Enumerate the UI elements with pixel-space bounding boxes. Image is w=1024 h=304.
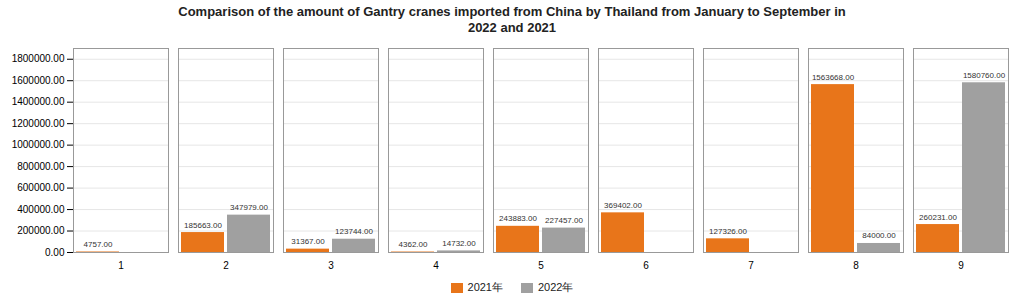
svg-text:800000.00: 800000.00	[17, 161, 65, 172]
svg-text:1400000.00: 1400000.00	[12, 96, 65, 107]
svg-text:6: 6	[643, 260, 649, 271]
svg-text:1600000.00: 1600000.00	[12, 75, 65, 86]
svg-text:347979.00: 347979.00	[230, 203, 268, 212]
svg-text:1800000.00: 1800000.00	[12, 53, 65, 64]
svg-text:9: 9	[958, 260, 964, 271]
svg-text:8: 8	[853, 260, 859, 271]
svg-text:4362.00: 4362.00	[399, 240, 428, 249]
svg-text:227457.00: 227457.00	[545, 216, 583, 225]
svg-text:1580760.00: 1580760.00	[963, 71, 1006, 80]
html-text:2021年: 2021年	[467, 281, 503, 293]
svg-text:185663.00: 185663.00	[184, 221, 222, 230]
svg-text:243883.00: 243883.00	[499, 214, 537, 223]
svg-text:0.00: 0.00	[45, 247, 65, 258]
svg-text:1000000.00: 1000000.00	[12, 139, 65, 150]
svg-text:14732.00: 14732.00	[442, 239, 476, 248]
svg-text:4: 4	[433, 260, 439, 271]
svg-text:127326.00: 127326.00	[709, 227, 747, 236]
svg-text:1: 1	[118, 260, 124, 271]
svg-text:31367.00: 31367.00	[291, 237, 325, 246]
html-text:Comparison of the amount of Ga: Comparison of the amount of Gantry crane…	[178, 4, 846, 35]
svg-text:260231.00: 260231.00	[919, 213, 957, 222]
svg-text:4757.00: 4757.00	[84, 240, 113, 249]
svg-text:7: 7	[748, 260, 754, 271]
svg-text:84000.00: 84000.00	[862, 231, 896, 240]
svg-text:369402.00: 369402.00	[604, 201, 642, 210]
svg-text:200000.00: 200000.00	[17, 225, 65, 236]
html-text:2022年: 2022年	[538, 281, 574, 293]
svg-text:1200000.00: 1200000.00	[12, 118, 65, 129]
svg-text:600000.00: 600000.00	[17, 182, 65, 193]
svg-text:3: 3	[328, 260, 334, 271]
svg-text:400000.00: 400000.00	[17, 204, 65, 215]
svg-text:2: 2	[223, 260, 229, 271]
svg-text:123744.00: 123744.00	[335, 227, 373, 236]
svg-text:5: 5	[538, 260, 544, 271]
svg-text:1563668.00: 1563668.00	[812, 73, 855, 82]
